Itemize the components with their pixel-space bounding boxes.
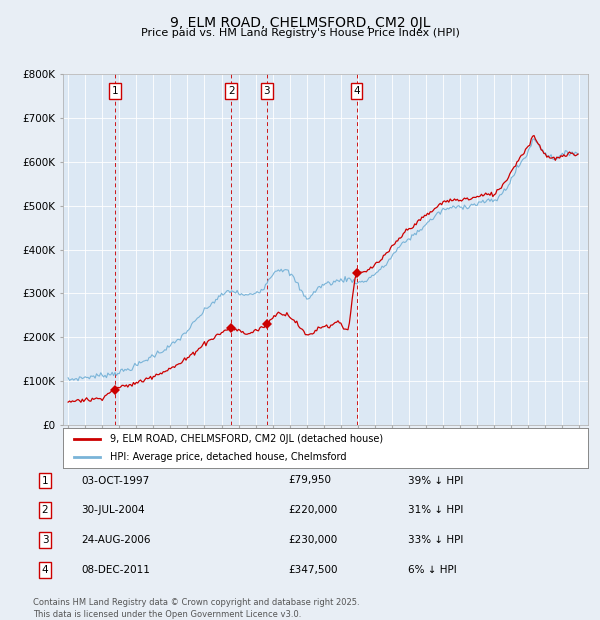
Text: £230,000: £230,000 bbox=[288, 535, 337, 545]
Text: 4: 4 bbox=[353, 86, 360, 96]
Text: 2: 2 bbox=[228, 86, 235, 96]
Text: Contains HM Land Registry data © Crown copyright and database right 2025.
This d: Contains HM Land Registry data © Crown c… bbox=[33, 598, 359, 619]
Text: £220,000: £220,000 bbox=[288, 505, 337, 515]
Text: 6% ↓ HPI: 6% ↓ HPI bbox=[408, 565, 457, 575]
Text: 24-AUG-2006: 24-AUG-2006 bbox=[81, 535, 151, 545]
Text: 1: 1 bbox=[112, 86, 118, 96]
Text: 03-OCT-1997: 03-OCT-1997 bbox=[81, 476, 149, 485]
Text: 9, ELM ROAD, CHELMSFORD, CM2 0JL (detached house): 9, ELM ROAD, CHELMSFORD, CM2 0JL (detach… bbox=[110, 433, 383, 444]
Text: 2: 2 bbox=[41, 505, 49, 515]
Text: 3: 3 bbox=[41, 535, 49, 545]
Text: Price paid vs. HM Land Registry's House Price Index (HPI): Price paid vs. HM Land Registry's House … bbox=[140, 28, 460, 38]
Text: 1: 1 bbox=[41, 476, 49, 485]
Text: 9, ELM ROAD, CHELMSFORD, CM2 0JL: 9, ELM ROAD, CHELMSFORD, CM2 0JL bbox=[170, 16, 430, 30]
Text: HPI: Average price, detached house, Chelmsford: HPI: Average price, detached house, Chel… bbox=[110, 452, 347, 463]
Text: 4: 4 bbox=[41, 565, 49, 575]
Text: 33% ↓ HPI: 33% ↓ HPI bbox=[408, 535, 463, 545]
Text: 30-JUL-2004: 30-JUL-2004 bbox=[81, 505, 145, 515]
Text: 08-DEC-2011: 08-DEC-2011 bbox=[81, 565, 150, 575]
Text: 3: 3 bbox=[263, 86, 270, 96]
Text: £79,950: £79,950 bbox=[288, 476, 331, 485]
Text: 31% ↓ HPI: 31% ↓ HPI bbox=[408, 505, 463, 515]
Text: 39% ↓ HPI: 39% ↓ HPI bbox=[408, 476, 463, 485]
Text: £347,500: £347,500 bbox=[288, 565, 337, 575]
